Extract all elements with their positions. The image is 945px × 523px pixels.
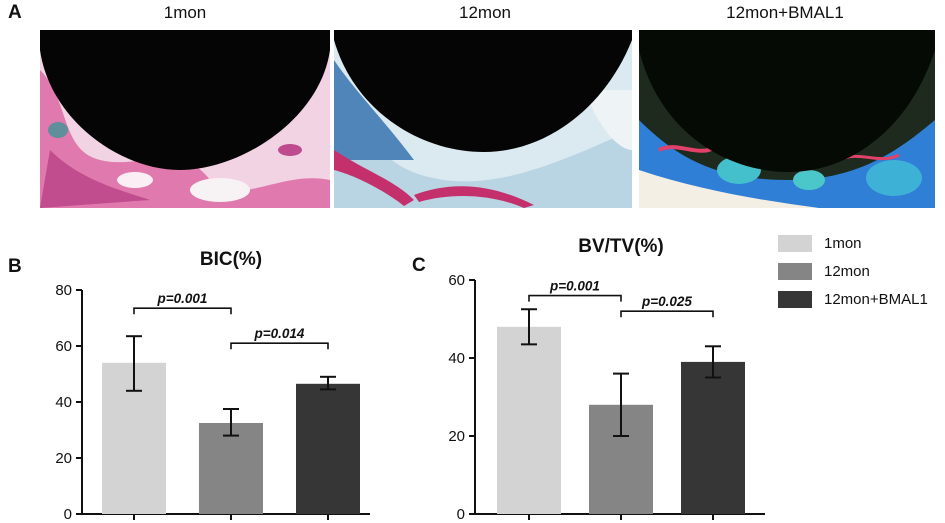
micrograph-12mon-bmal1	[639, 30, 935, 208]
legend-item: 12mon	[778, 258, 928, 284]
y-tick-label: 60	[448, 272, 465, 289]
panel-letter-a: A	[8, 2, 22, 23]
chart-title: BIC(%)	[200, 249, 262, 270]
bic-chart: B BIC(%) 0 20 40 60 80 p=0.001 p=0.014	[8, 249, 370, 523]
image-label-12mon: 12mon	[459, 3, 511, 22]
bar-12mon-bmal1	[296, 383, 360, 514]
y-tick-label: 20	[448, 428, 465, 445]
y-tick-label: 60	[55, 338, 72, 355]
legend-label: 12mon	[824, 262, 870, 280]
bvtv-chart: C BV/TV(%) 0 20 40 60 p=0.001 p=0.025	[412, 236, 765, 523]
panel-letter: C	[412, 255, 426, 276]
y-tick-label: 0	[457, 506, 465, 523]
legend-item: 1mon	[778, 230, 928, 256]
bar-12mon-bmal1	[681, 361, 745, 514]
significance-bracket	[230, 342, 329, 350]
y-tick-label: 80	[55, 282, 72, 299]
legend-swatch	[778, 290, 812, 308]
legend-label: 12mon+BMAL1	[824, 290, 928, 308]
chart-title: BV/TV(%)	[578, 236, 664, 257]
significance-bracket	[133, 307, 232, 315]
bar-12mon	[199, 423, 263, 514]
y-tick-label: 40	[55, 394, 72, 411]
micrograph-12mon	[334, 30, 632, 208]
significance-bracket	[620, 310, 714, 318]
image-label-12mon-bmal1: 12mon+BMAL1	[726, 3, 844, 22]
panel-letter: B	[8, 256, 22, 277]
bar-1mon	[497, 326, 561, 514]
significance-bracket	[528, 294, 622, 302]
y-tick-label: 20	[55, 450, 72, 467]
y-tick-label: 0	[64, 506, 72, 523]
legend-swatch	[778, 262, 812, 280]
image-label-1mon: 1mon	[163, 3, 207, 22]
p-value-label: p=0.001	[157, 291, 208, 306]
legend-swatch	[778, 234, 812, 252]
p-value-label: p=0.001	[549, 279, 600, 294]
legend-item: 12mon+BMAL1	[778, 286, 928, 312]
micrograph-1mon	[40, 30, 330, 208]
p-value-label: p=0.025	[641, 294, 692, 309]
y-tick-label: 40	[448, 350, 465, 367]
legend: 1mon 12mon 12mon+BMAL1	[778, 230, 928, 314]
p-value-label: p=0.014	[254, 326, 305, 341]
legend-label: 1mon	[824, 234, 862, 252]
